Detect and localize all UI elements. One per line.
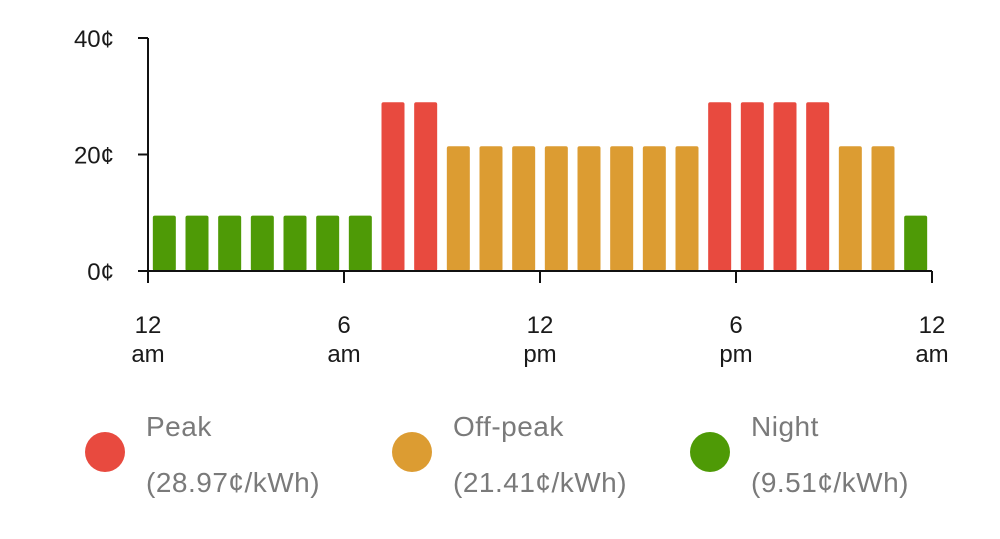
legend-label-offpeak: Off-peak (453, 411, 564, 442)
x-tick-label-period-6: am (327, 341, 360, 368)
legend-swatch-night (690, 432, 730, 472)
bar-hour-22-offpeak (871, 146, 895, 271)
bar-hour-6-night (348, 215, 372, 271)
y-ticks: 0¢ 20¢ 40¢ (74, 26, 148, 286)
x-tick-label-period-0: am (131, 341, 164, 368)
bar-hour-1-night (185, 215, 209, 271)
bar-hour-19-peak (773, 102, 797, 271)
y-tick-label-20: 20¢ (74, 143, 114, 170)
bar-hour-5-night (316, 215, 340, 271)
legend: Peak (28.97¢/kWh) Off-peak (21.41¢/kWh) Nigh… (85, 411, 909, 498)
bar-hour-18-peak (740, 102, 764, 271)
bar-hour-21-offpeak (838, 146, 862, 271)
bar-hour-20-peak (806, 102, 830, 271)
legend-swatch-offpeak (392, 432, 432, 472)
legend-item-peak: Peak (28.97¢/kWh) (85, 411, 320, 498)
legend-rate-peak: (28.97¢/kWh) (146, 467, 320, 498)
bar-hour-17-peak (708, 102, 732, 271)
x-tick-label-hour-18: 6 (729, 312, 742, 339)
bar-hour-15-offpeak (642, 146, 666, 271)
bar-hour-16-offpeak (675, 146, 699, 271)
legend-rate-night: (9.51¢/kWh) (751, 467, 909, 498)
legend-swatch-peak (85, 432, 125, 472)
x-tick-label-hour-0: 12 (135, 312, 162, 339)
bar-hour-12-offpeak (544, 146, 568, 271)
bar-hour-10-offpeak (479, 146, 503, 271)
bar-hour-0-night (152, 215, 176, 271)
bars-layer (152, 102, 928, 271)
bar-hour-2-night (218, 215, 242, 271)
x-tick-label-period-18: pm (719, 341, 752, 368)
bar-hour-11-offpeak (512, 146, 536, 271)
legend-label-night: Night (751, 411, 819, 442)
x-tick-label-hour-24: 12 (919, 312, 946, 339)
bar-hour-8-peak (414, 102, 438, 271)
legend-rate-offpeak: (21.41¢/kWh) (453, 467, 627, 498)
x-tick-label-hour-12: 12 (527, 312, 554, 339)
x-tick-label-period-12: pm (523, 341, 556, 368)
bar-hour-23-night (904, 215, 928, 271)
x-tick-label-period-24: am (915, 341, 948, 368)
legend-item-night: Night (9.51¢/kWh) (690, 411, 909, 498)
bar-hour-7-peak (381, 102, 405, 271)
bar-hour-9-offpeak (446, 146, 470, 271)
bar-hour-3-night (250, 215, 274, 271)
y-tick-label-40: 40¢ (74, 26, 114, 53)
x-tick-label-hour-6: 6 (337, 312, 350, 339)
bar-hour-4-night (283, 215, 307, 271)
legend-item-offpeak: Off-peak (21.41¢/kWh) (392, 411, 627, 498)
y-tick-label-0: 0¢ (87, 259, 114, 286)
bar-hour-14-offpeak (610, 146, 634, 271)
legend-label-peak: Peak (146, 411, 212, 442)
bar-hour-13-offpeak (577, 146, 601, 271)
